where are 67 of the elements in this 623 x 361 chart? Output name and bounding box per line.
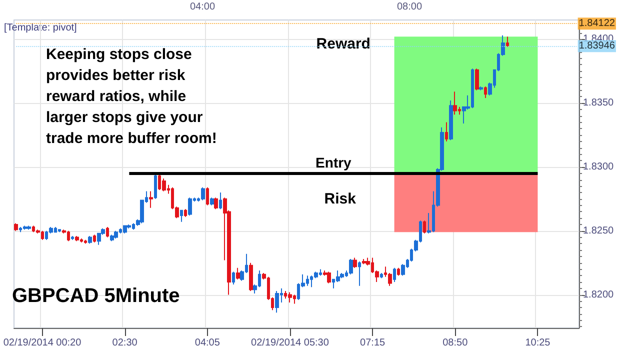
ref-line-label: Entry — [316, 154, 352, 170]
candlestick — [445, 122, 448, 142]
candlestick — [93, 234, 96, 243]
x-tick-label: 07:15 — [360, 338, 386, 348]
candlestick — [27, 225, 31, 230]
y-tick-label: 1.8200 — [583, 289, 614, 300]
candlestick — [479, 86, 483, 91]
candlestick — [249, 262, 253, 292]
candlestick — [106, 226, 109, 238]
candlestick — [358, 261, 361, 286]
candlestick — [75, 235, 79, 242]
candlestick — [340, 272, 344, 279]
y-tick-label: 1.8250 — [583, 225, 614, 236]
candlestick — [393, 267, 396, 282]
candlestick — [288, 292, 292, 303]
candlestick — [397, 267, 400, 276]
candlestick — [449, 100, 453, 141]
candlestick — [154, 174, 157, 200]
y-tick-label: 1.8350 — [583, 98, 614, 109]
candlestick — [97, 232, 101, 246]
candlestick — [84, 239, 87, 244]
y-tick-label: 1.8300 — [583, 161, 614, 172]
candlestick — [114, 230, 118, 240]
band-label: Risk — [324, 190, 357, 208]
ref-line-label: 1.84122 — [578, 18, 616, 30]
text: GBPCAD 5Minute — [12, 285, 180, 307]
candlestick — [219, 192, 222, 210]
candlestick — [123, 225, 127, 234]
x-tick-label: 04:05 — [194, 338, 220, 348]
candlestick — [423, 220, 426, 234]
band-label: Reward — [316, 36, 370, 53]
candlestick — [149, 190, 153, 208]
x-tick-label: 02/19/2014 00:20 — [3, 338, 82, 348]
candlestick — [380, 272, 383, 279]
candlestick — [475, 68, 479, 91]
candlestick — [162, 178, 166, 192]
candlestick — [484, 86, 487, 98]
candlestick — [210, 197, 214, 206]
candlestick — [232, 271, 235, 286]
x-tick-label: 10:25 — [525, 338, 551, 348]
candlestick — [214, 197, 218, 210]
text: 08:00 — [397, 2, 422, 12]
candlestick — [180, 210, 183, 222]
candlestick — [506, 36, 509, 48]
candlestick — [453, 91, 457, 116]
candlestick — [327, 271, 331, 284]
candlestick — [201, 186, 205, 201]
x-tick-label: 02:30 — [112, 338, 138, 348]
candlestick — [23, 225, 27, 230]
candlestick — [88, 235, 92, 244]
candlestick — [206, 186, 209, 206]
candlestick — [71, 235, 74, 240]
candlestick — [58, 229, 61, 233]
candlestick — [184, 208, 187, 218]
x-tick-label: 02/19/2014 05:30 — [251, 338, 330, 348]
candlestick — [188, 197, 192, 216]
x-tick-label: 08:50 — [442, 338, 468, 348]
candlestick — [110, 234, 114, 242]
annotation: Keeping stops close provides better risk reward ratios, while larger stops give your trade more buffer room! — [46, 46, 217, 147]
candlestick — [275, 290, 279, 314]
text: 04:00 — [190, 2, 216, 12]
annotation: [Template: pivot] — [4, 22, 78, 34]
candlestick — [14, 222, 18, 232]
candlestick — [362, 258, 366, 265]
candlestick — [236, 267, 240, 280]
candlestick — [349, 258, 353, 275]
candlestick — [353, 257, 357, 268]
